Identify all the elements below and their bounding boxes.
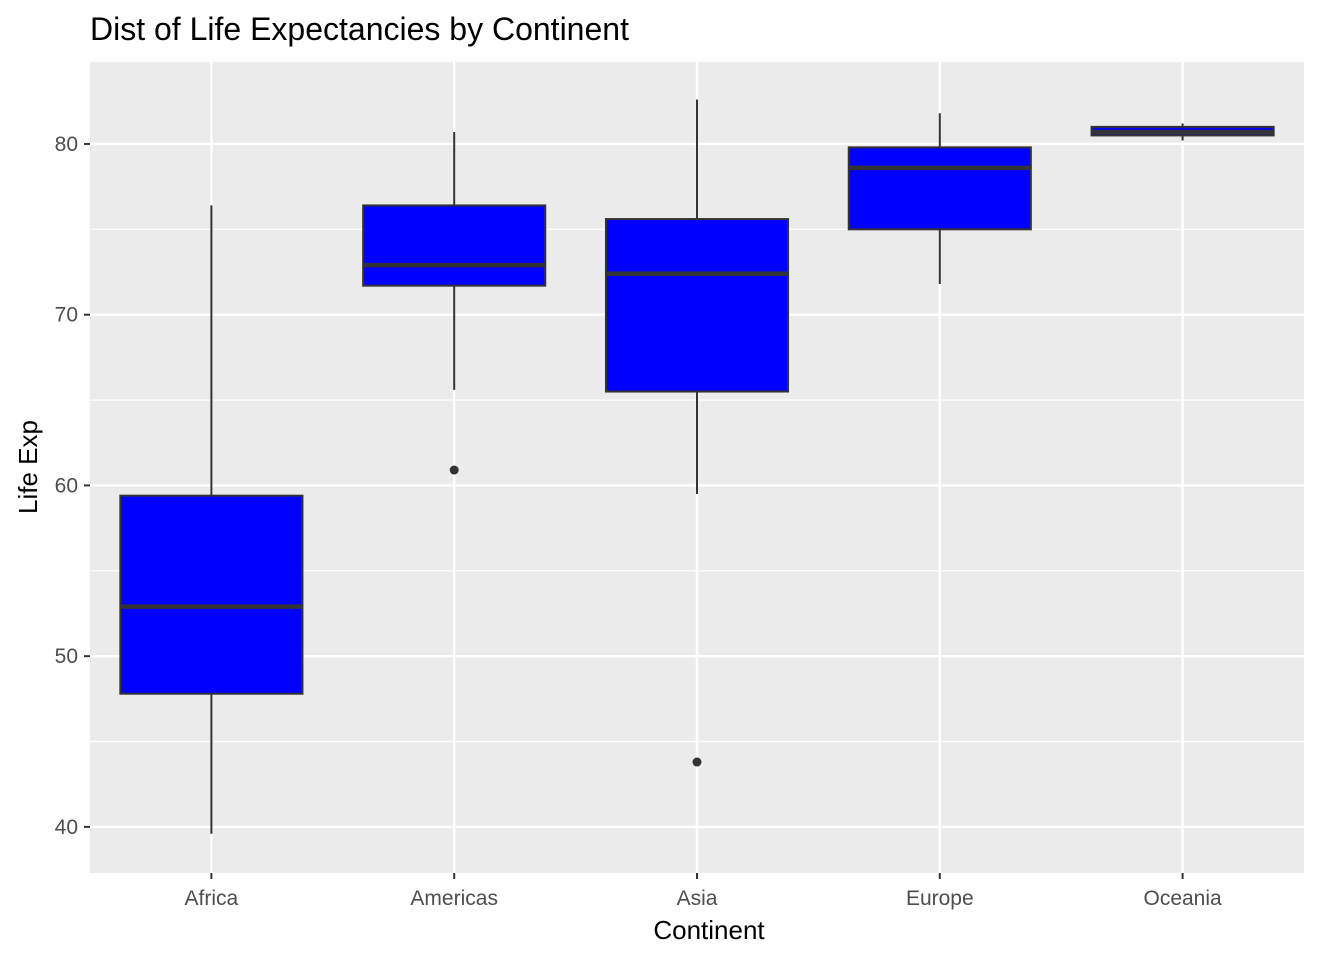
axes-layer: 40 50 60 70 80 Africa Americas Asia Europe Oceani… — [55, 133, 1222, 910]
x-axis-title: Continent — [653, 915, 765, 945]
y-tick-label: 80 — [55, 133, 78, 156]
box-africa — [119, 205, 304, 834]
box-americas — [362, 132, 547, 475]
outlier-point — [449, 465, 459, 475]
box-iqr — [604, 218, 790, 393]
boxes-layer — [119, 99, 1275, 834]
y-axis-title: Life Exp — [13, 420, 43, 514]
x-tick-label: Africa — [185, 887, 239, 910]
x-tick-label: Oceania — [1143, 887, 1222, 910]
y-tick-label: 40 — [55, 816, 78, 839]
y-tick-label: 50 — [55, 645, 78, 668]
y-tick-label: 60 — [55, 474, 78, 497]
box-asia — [604, 99, 790, 767]
box-europe — [847, 113, 1032, 284]
y-tick-label: 70 — [55, 304, 78, 327]
box-oceania — [1090, 123, 1275, 141]
x-tick-label: Asia — [677, 887, 718, 910]
box-iqr — [847, 146, 1032, 231]
x-tick-label: Americas — [410, 887, 498, 910]
x-tick-label: Europe — [906, 887, 974, 910]
chart-title: Dist of Life Expectancies by Continent — [90, 11, 629, 47]
box-iqr — [119, 494, 304, 695]
outlier-point — [692, 757, 702, 767]
box-iqr — [362, 204, 547, 287]
